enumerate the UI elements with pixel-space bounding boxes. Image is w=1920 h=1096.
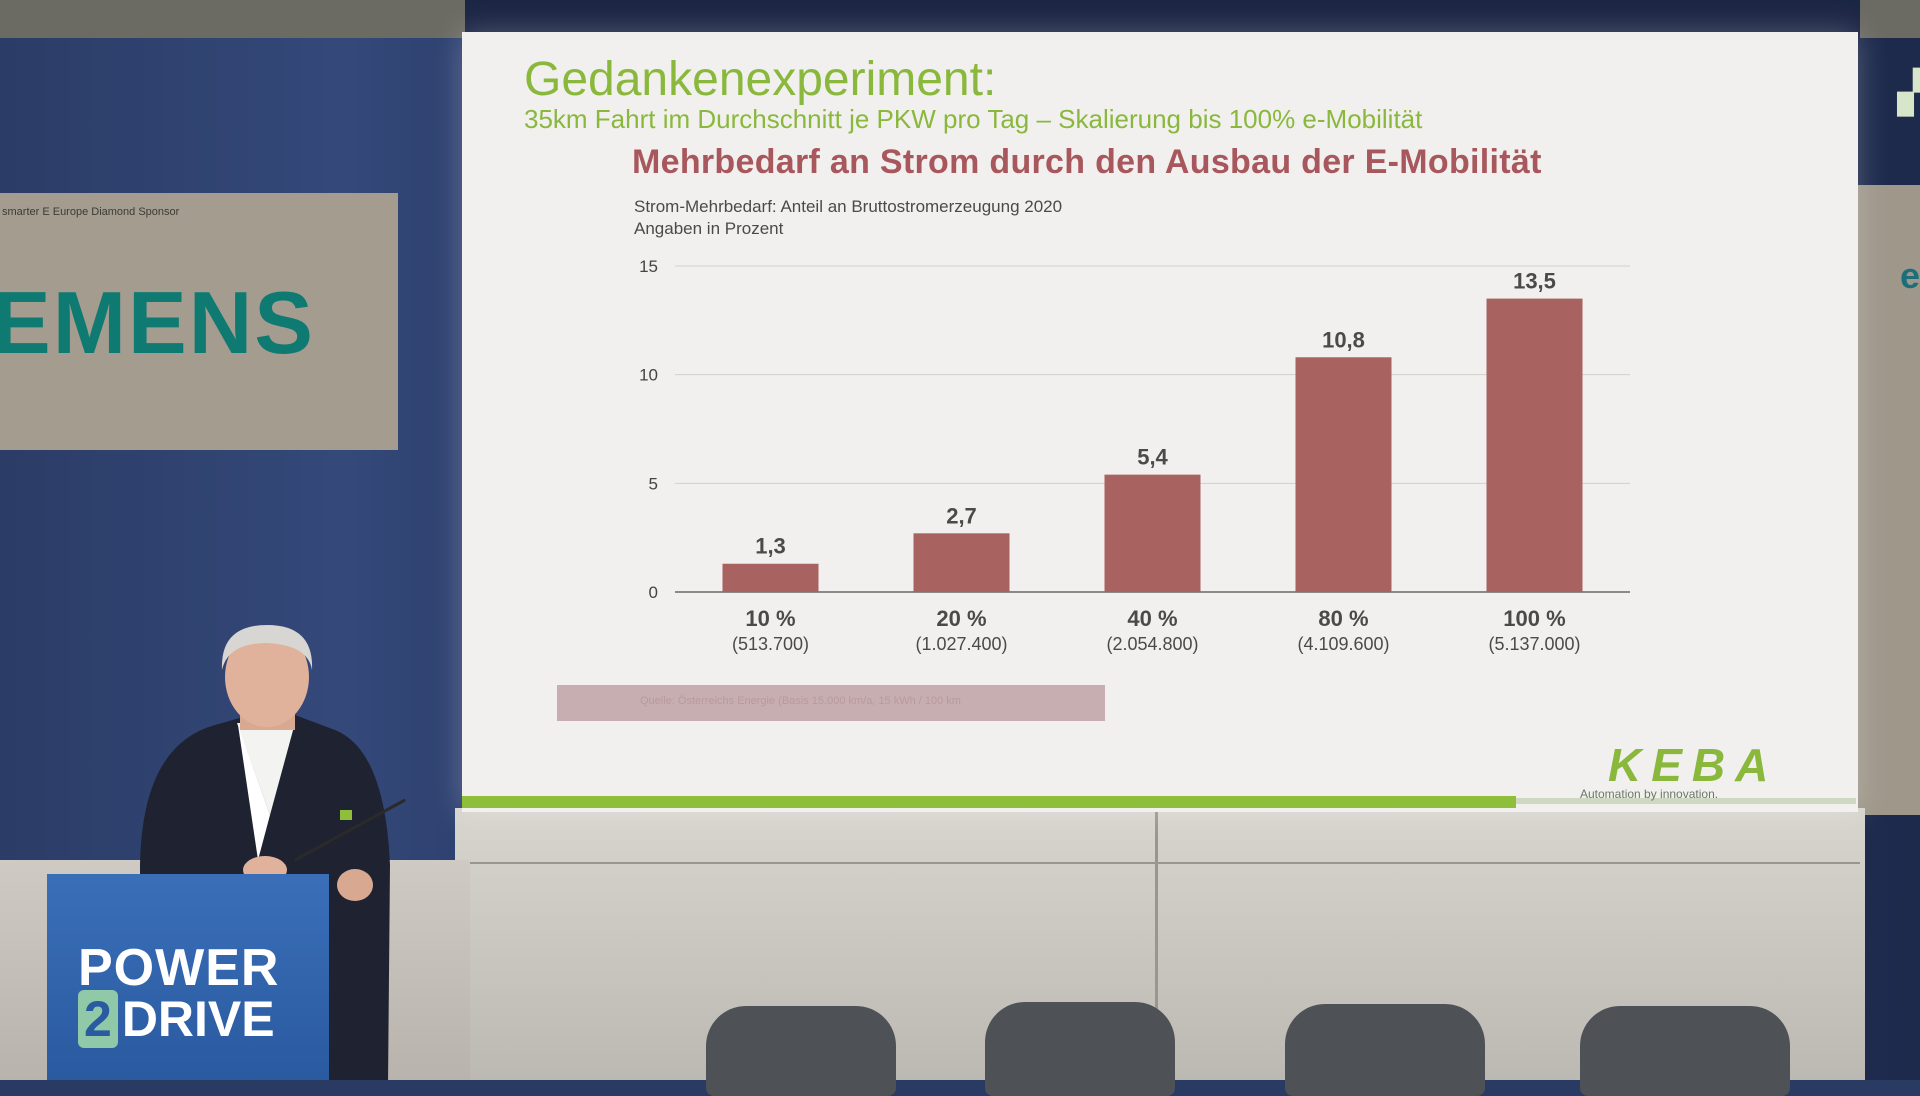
source-text: Quelle: Österreichs Energie (Basis 15.00… bbox=[640, 695, 961, 707]
y-tick-label: 15 bbox=[639, 257, 658, 276]
bar bbox=[913, 533, 1010, 592]
x-tick-label: 10 % bbox=[745, 606, 795, 631]
wall-seam bbox=[1155, 812, 1158, 1080]
podium-logo-power: POWER bbox=[78, 939, 280, 997]
chair bbox=[1285, 1004, 1485, 1096]
bar bbox=[1295, 357, 1392, 592]
projection-screen bbox=[462, 32, 1858, 812]
sponsor-logo: EMENS bbox=[0, 273, 315, 372]
bar-value-label: 2,7 bbox=[946, 503, 977, 528]
bar-value-label: 5,4 bbox=[1137, 445, 1168, 470]
right-banner bbox=[1858, 185, 1920, 815]
bar-value-label: 13,5 bbox=[1513, 269, 1556, 294]
chart-note-line: Strom-Mehrbedarf: Anteil an Bruttostrome… bbox=[634, 197, 1063, 216]
x-tick-label: 20 % bbox=[936, 606, 986, 631]
right-banner-e-icon: e bbox=[1900, 255, 1920, 296]
x-tick-sublabel: (4.109.600) bbox=[1297, 634, 1389, 654]
x-tick-label: 100 % bbox=[1503, 606, 1565, 631]
slide-subtitle: 35km Fahrt im Durchschnitt je PKW pro Ta… bbox=[524, 104, 1423, 134]
source-box bbox=[557, 685, 1105, 721]
keba-logo: KEBA bbox=[1608, 739, 1779, 791]
x-tick-sublabel: (1.027.400) bbox=[915, 634, 1007, 654]
chair bbox=[1580, 1006, 1790, 1096]
x-tick-label: 80 % bbox=[1318, 606, 1368, 631]
y-tick-label: 10 bbox=[639, 366, 658, 385]
x-tick-sublabel: (2.054.800) bbox=[1106, 634, 1198, 654]
chart-note-line: Angaben in Prozent bbox=[634, 219, 784, 238]
wall-seam bbox=[470, 862, 1860, 864]
right-banner-dark bbox=[1858, 38, 1920, 186]
y-tick-label: 5 bbox=[649, 474, 658, 493]
chair bbox=[985, 1002, 1175, 1096]
sponsor-caption: smarter E Europe Diamond Sponsor bbox=[2, 206, 180, 218]
chart-note: Strom-Mehrbedarf: Anteil an Bruttostrome… bbox=[634, 196, 1062, 240]
podium-logo-word: DRIVE bbox=[121, 991, 275, 1047]
slide-title: Gedankenexperiment: bbox=[524, 53, 997, 106]
keba-tagline: Automation by innovation. bbox=[1580, 787, 1719, 801]
chart-heading: Mehrbedarf an Strom durch den Ausbau der… bbox=[632, 143, 1542, 181]
bar-value-label: 10,8 bbox=[1322, 327, 1365, 352]
podium-logo-digit: 2 bbox=[78, 990, 118, 1048]
x-tick-label: 40 % bbox=[1127, 606, 1177, 631]
x-tick-sublabel: (5.137.000) bbox=[1488, 634, 1580, 654]
ceiling-dark-band bbox=[465, 0, 1860, 38]
y-tick-label: 0 bbox=[649, 583, 658, 602]
sponsor-panel bbox=[0, 193, 398, 450]
bar bbox=[1104, 474, 1201, 592]
podium-logo-drive: 2 DRIVE bbox=[78, 990, 275, 1048]
slide-footer-bar bbox=[462, 796, 1516, 808]
right-banner-logo-icon: ▞ bbox=[1898, 71, 1920, 115]
slide-footer-bar-tail bbox=[1516, 798, 1856, 804]
bar bbox=[722, 563, 819, 592]
bar-value-label: 1,3 bbox=[755, 534, 786, 559]
bar-chart: 0 5 10 15 1,3 10 % (513.700) 2,7 20 % (1.027.400)… bbox=[639, 257, 1630, 654]
x-tick-sublabel: (513.700) bbox=[732, 634, 809, 654]
bar bbox=[1486, 298, 1583, 592]
chair bbox=[706, 1006, 896, 1096]
